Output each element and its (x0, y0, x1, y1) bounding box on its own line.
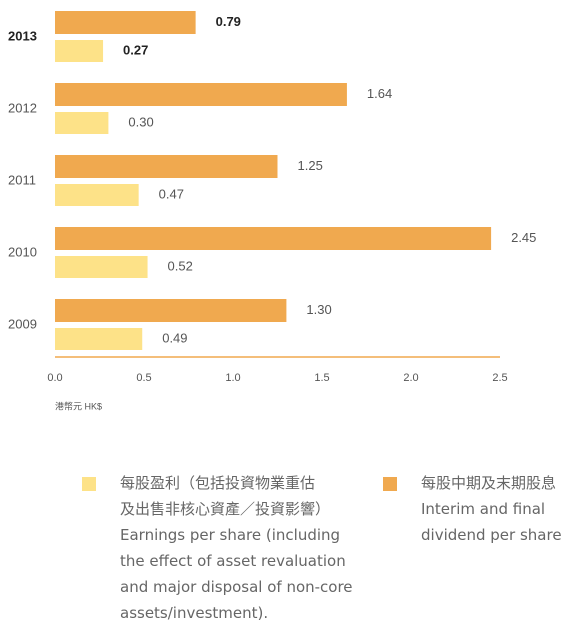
value-label: 1.30 (306, 302, 331, 317)
bar (55, 184, 139, 206)
x-tick-label: 2.0 (403, 372, 418, 384)
legend-swatch (82, 477, 96, 491)
bar (55, 11, 196, 34)
x-tick-label: 1.0 (225, 372, 240, 384)
legend-entry: 每股中期及末期股息 Interim and final dividend per… (383, 470, 562, 548)
value-label: 0.52 (168, 258, 193, 273)
bar (55, 40, 104, 62)
value-label: 0.27 (123, 42, 148, 57)
y-tick-label: 2012 (8, 100, 37, 115)
bar (55, 299, 287, 322)
value-label: 1.25 (298, 158, 323, 173)
legend-label: 每股中期及末期股息 Interim and final dividend per… (421, 474, 562, 544)
bar (55, 227, 492, 250)
x-tick-label: 1.5 (314, 372, 329, 384)
x-tick-label: 0.0 (47, 372, 62, 384)
bar (55, 328, 143, 350)
bar (55, 155, 278, 178)
value-label: 2.45 (511, 230, 536, 245)
value-label: 1.64 (367, 86, 392, 101)
value-label: 0.79 (216, 14, 241, 29)
y-tick-label: 2009 (8, 316, 37, 331)
value-label: 0.30 (128, 114, 153, 129)
y-tick-label: 2010 (8, 244, 37, 259)
value-label: 0.49 (162, 330, 187, 345)
legend-entry: 每股盈利（包括投資物業重估 及出售非核心資產／投資影響） Earnings pe… (82, 470, 353, 626)
y-tick-label: 2011 (8, 172, 36, 187)
legend-swatch (383, 477, 397, 491)
bar (55, 112, 109, 134)
bar (55, 256, 148, 278)
x-axis-label: 港幣元 HK$ (55, 400, 102, 411)
chart: 港幣元 HK$ 0.0 0.5 1.0 1.5 2.0 2.5 2013 0.79 0.27 20… (8, 11, 536, 411)
bar (55, 83, 347, 106)
y-tick-label: 2013 (8, 28, 37, 43)
x-tick-label: 2.5 (492, 372, 507, 384)
legend-label: 每股盈利（包括投資物業重估 及出售非核心資產／投資影響） Earnings pe… (120, 474, 353, 622)
value-label: 0.47 (159, 186, 184, 201)
x-tick-label: 0.5 (136, 372, 151, 384)
